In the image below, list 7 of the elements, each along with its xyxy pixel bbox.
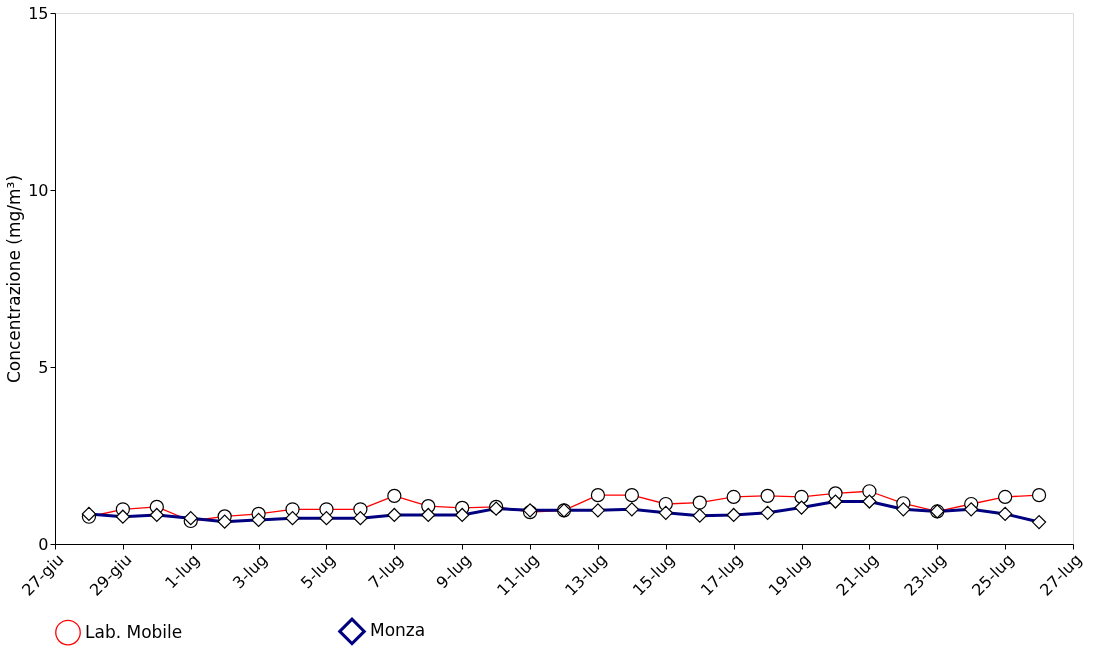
y-axis-title: Concentrazione (mg/m³) bbox=[4, 174, 25, 384]
y-tick-label: 15 bbox=[28, 3, 49, 23]
y-tick-label: 10 bbox=[28, 180, 49, 200]
y-tick-label: 0 bbox=[38, 534, 49, 554]
y-tick-label: 5 bbox=[38, 357, 49, 377]
legend-label: Lab. Mobile bbox=[85, 621, 183, 642]
legend-label: Monza bbox=[370, 620, 426, 641]
